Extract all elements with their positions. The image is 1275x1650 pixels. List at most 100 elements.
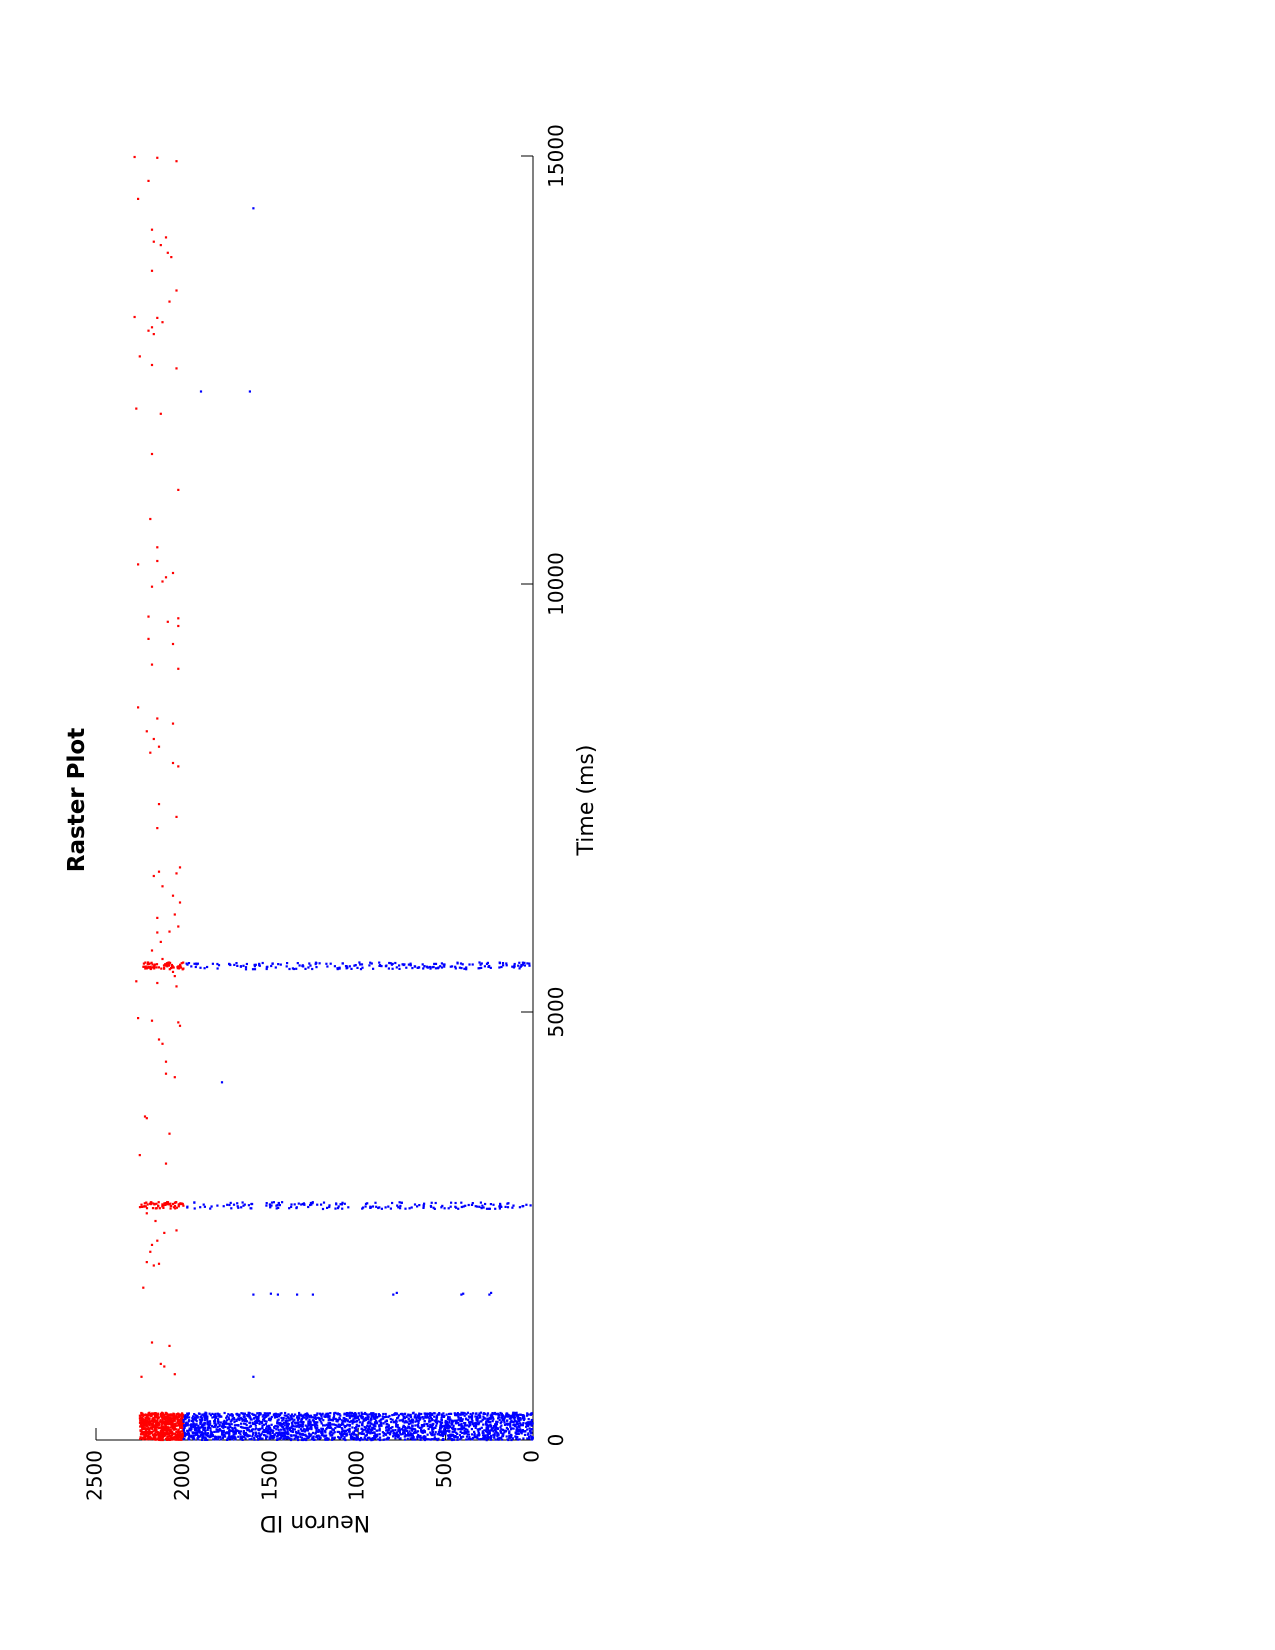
spike-point: [498, 1437, 501, 1440]
spike-point: [414, 1429, 417, 1432]
spike-point: [336, 1425, 339, 1428]
spike-point: [474, 1421, 477, 1424]
spike-point: [386, 1436, 389, 1439]
spike-point: [239, 1433, 242, 1436]
spike-point: [258, 1437, 261, 1440]
spike-point: [145, 1420, 148, 1423]
spike-point: [394, 1420, 397, 1423]
spike-point: [153, 967, 156, 970]
spike-point: [288, 1207, 291, 1210]
spike-point: [229, 1420, 232, 1423]
spike-point: [142, 1431, 145, 1434]
spike-point: [348, 1433, 351, 1436]
spike-point: [324, 1429, 327, 1432]
spike-point: [488, 1207, 491, 1210]
spike-point: [366, 1414, 369, 1417]
spike-point: [398, 964, 401, 967]
chart-title: Raster Plot: [64, 728, 90, 872]
spike-point: [203, 1422, 206, 1425]
spike-point: [199, 966, 202, 969]
spike-point: [146, 1427, 149, 1431]
spike-point: [288, 1419, 291, 1422]
spike-point: [298, 1417, 301, 1420]
spike-point: [263, 1419, 266, 1423]
spike-point: [448, 1434, 451, 1437]
spike-point: [149, 967, 152, 971]
spike-point: [521, 1417, 524, 1420]
spike-point: [168, 1422, 171, 1425]
spike-point: [290, 1415, 293, 1418]
spike-point: [486, 1435, 490, 1438]
spike-point: [301, 1429, 304, 1432]
spike-point: [186, 1206, 189, 1209]
spike-point: [267, 1427, 270, 1430]
spike-point: [177, 1414, 180, 1417]
spike-point: [204, 1429, 207, 1432]
spike-point: [374, 1413, 378, 1416]
spike-point: [515, 1420, 518, 1423]
spike-point: [216, 1438, 220, 1441]
spike-point: [235, 1429, 238, 1432]
spike-point: [294, 1430, 297, 1434]
spike-point: [345, 1414, 348, 1417]
spike-point: [467, 1438, 470, 1441]
spike-point: [355, 1420, 358, 1423]
spike-point: [217, 964, 221, 967]
spike-point: [317, 1434, 320, 1437]
spike-point: [186, 1422, 189, 1425]
spike-point: [150, 1415, 153, 1418]
spike-point: [184, 1415, 187, 1418]
spike-point: [155, 1421, 158, 1424]
spike-point: [163, 1429, 167, 1432]
spike-point: [416, 1435, 419, 1438]
spike-point: [338, 1413, 341, 1416]
spike-point: [306, 1429, 310, 1432]
spike-point: [396, 1204, 399, 1207]
spike-point: [318, 962, 321, 965]
spike-point: [274, 1414, 277, 1417]
spike-point: [298, 1411, 301, 1415]
spike-point: [331, 1423, 334, 1426]
spike-point: [213, 1430, 216, 1433]
spike-point: [311, 1431, 315, 1434]
spike-point: [339, 1423, 342, 1426]
spike-point: [155, 1419, 158, 1423]
spike-point: [349, 1436, 352, 1439]
spike-point: [376, 1433, 379, 1436]
spike-point: [286, 1430, 289, 1433]
spike-point: [280, 1425, 283, 1428]
spike-point: [303, 1430, 307, 1433]
spike-point: [169, 1413, 172, 1417]
spike-point: [420, 1428, 423, 1431]
spike-point: [158, 1207, 161, 1210]
spike-point: [495, 1425, 498, 1428]
spike-point: [275, 1415, 279, 1419]
spike-point: [529, 1421, 532, 1424]
spike-point: [302, 1433, 305, 1437]
spike-point: [320, 1422, 323, 1425]
spike-point: [370, 1416, 373, 1419]
spike-point: [338, 1417, 341, 1420]
spike-point: [240, 1436, 243, 1439]
spike-point: [444, 1426, 447, 1429]
spike-point: [338, 967, 341, 970]
spike-point: [156, 1430, 159, 1434]
spike-point: [409, 962, 412, 965]
spike-point: [455, 1420, 458, 1423]
spike-point: [485, 1439, 488, 1442]
spike-point: [357, 1425, 360, 1428]
spike-point: [277, 1432, 280, 1435]
x-tick-label: 5000: [544, 987, 568, 1038]
spike-point: [442, 1425, 445, 1428]
spike-point: [154, 1414, 157, 1417]
spike-point: [429, 1431, 432, 1434]
spike-point: [435, 1422, 439, 1425]
spike-point: [480, 1207, 483, 1210]
spike-point: [445, 1420, 448, 1424]
spike-point: [213, 1418, 217, 1421]
spike-point: [356, 1429, 359, 1433]
spike-point: [300, 1203, 303, 1206]
spike-point: [242, 1204, 245, 1207]
spike-point: [488, 1293, 491, 1296]
spike-point: [500, 1428, 503, 1431]
